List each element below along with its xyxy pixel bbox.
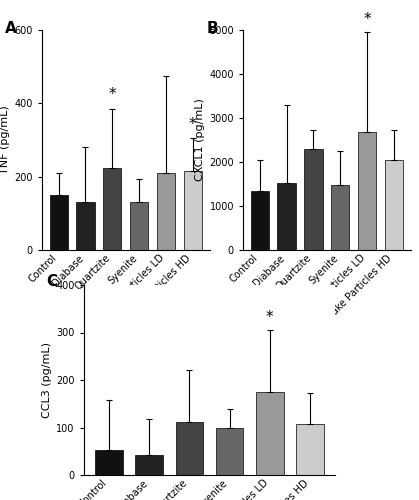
Bar	[358, 132, 376, 250]
Text: *: *	[363, 12, 371, 28]
Bar	[331, 185, 349, 250]
Bar	[296, 424, 324, 475]
Bar	[277, 183, 296, 250]
Text: *: *	[266, 310, 274, 326]
Bar	[385, 160, 403, 250]
Bar	[256, 392, 284, 475]
Bar	[184, 171, 202, 250]
Text: *: *	[189, 116, 197, 132]
Bar	[157, 173, 175, 250]
Bar	[103, 168, 122, 250]
Bar	[176, 422, 203, 475]
Text: A: A	[5, 21, 17, 36]
Bar	[251, 190, 269, 250]
Bar	[304, 149, 323, 250]
Bar	[76, 202, 95, 250]
Text: B: B	[206, 21, 218, 36]
Y-axis label: CXCL1 (pg/mL): CXCL1 (pg/mL)	[195, 98, 205, 182]
Bar	[216, 428, 243, 475]
Bar	[130, 202, 148, 250]
Text: C: C	[46, 274, 57, 288]
Text: *: *	[109, 87, 116, 102]
Y-axis label: CCL3 (pg/mL): CCL3 (pg/mL)	[42, 342, 52, 418]
Bar	[95, 450, 123, 475]
Bar	[49, 195, 68, 250]
Y-axis label: TNF (pg/mL): TNF (pg/mL)	[0, 106, 10, 174]
Bar	[135, 455, 163, 475]
